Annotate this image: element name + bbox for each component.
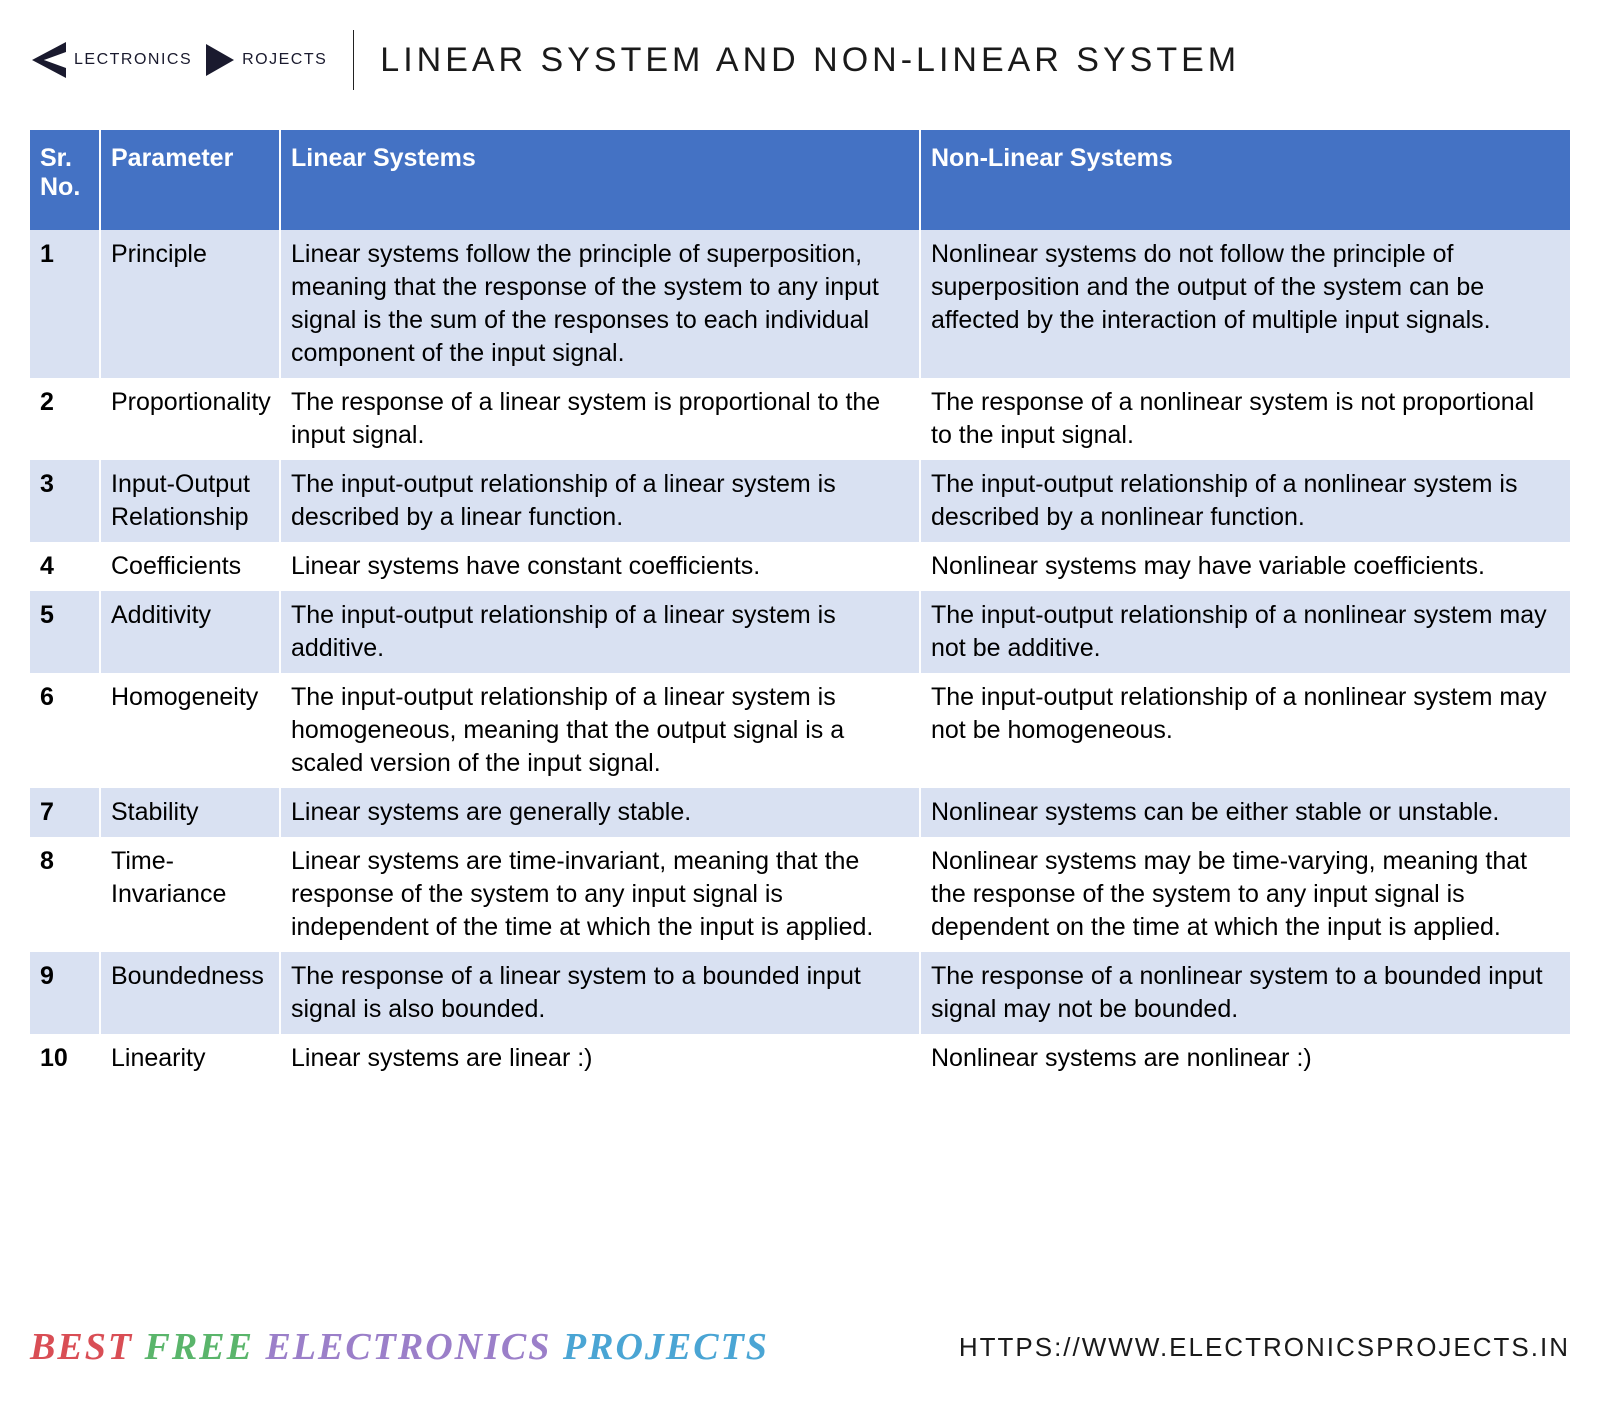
cell-linear: Linear systems are time-invariant, meani… [280, 837, 920, 952]
col-header-sr: Sr. No. [30, 130, 100, 230]
cell-sr: 7 [30, 788, 100, 837]
cell-param: Homogeneity [100, 673, 280, 788]
cell-nonlinear: The input-output relationship of a nonli… [920, 460, 1570, 542]
cell-sr: 8 [30, 837, 100, 952]
table-row: 1 Principle Linear systems follow the pr… [30, 230, 1570, 378]
tagline-word-3: ELECTRONICS [265, 1326, 551, 1368]
table-row: 5 Additivity The input-output relationsh… [30, 591, 1570, 673]
cell-sr: 5 [30, 591, 100, 673]
table-row: 6 Homogeneity The input-output relations… [30, 673, 1570, 788]
logo-text-electronics: LECTRONICS [74, 51, 192, 69]
cell-nonlinear: Nonlinear systems are nonlinear :) [920, 1034, 1570, 1083]
table-row: 2 Proportionality The response of a line… [30, 378, 1570, 460]
table-row: 8 Time-Invariance Linear systems are tim… [30, 837, 1570, 952]
cell-linear: Linear systems have constant coefficient… [280, 542, 920, 591]
table-row: 4 Coefficients Linear systems have const… [30, 542, 1570, 591]
cell-sr: 2 [30, 378, 100, 460]
cell-linear: Linear systems follow the principle of s… [280, 230, 920, 378]
table-body: 1 Principle Linear systems follow the pr… [30, 230, 1570, 1083]
cell-sr: 3 [30, 460, 100, 542]
cell-linear: The response of a linear system is propo… [280, 378, 920, 460]
cell-nonlinear: Nonlinear systems do not follow the prin… [920, 230, 1570, 378]
cell-sr: 10 [30, 1034, 100, 1083]
cell-linear: The input-output relationship of a linea… [280, 673, 920, 788]
logo-p-icon [202, 40, 238, 80]
page-footer: BEST FREE ELECTRONICS PROJECTS HTTPS://W… [30, 1325, 1570, 1369]
table-header: Sr. No. Parameter Linear Systems Non-Lin… [30, 130, 1570, 230]
cell-sr: 1 [30, 230, 100, 378]
cell-param: Additivity [100, 591, 280, 673]
cell-nonlinear: Nonlinear systems can be either stable o… [920, 788, 1570, 837]
tagline-word-4: PROJECTS [563, 1326, 769, 1368]
cell-param: Time-Invariance [100, 837, 280, 952]
cell-nonlinear: The response of a nonlinear system to a … [920, 952, 1570, 1034]
table-row: 9 Boundedness The response of a linear s… [30, 952, 1570, 1034]
header-divider [353, 30, 354, 90]
cell-param: Principle [100, 230, 280, 378]
col-header-nonlinear: Non-Linear Systems [920, 130, 1570, 230]
cell-param: Boundedness [100, 952, 280, 1034]
comparison-table: Sr. No. Parameter Linear Systems Non-Lin… [30, 130, 1570, 1083]
cell-linear: Linear systems are generally stable. [280, 788, 920, 837]
cell-param: Proportionality [100, 378, 280, 460]
logo-e-icon [30, 38, 70, 82]
cell-nonlinear: The response of a nonlinear system is no… [920, 378, 1570, 460]
cell-linear: Linear systems are linear :) [280, 1034, 920, 1083]
cell-nonlinear: The input-output relationship of a nonli… [920, 673, 1570, 788]
cell-param: Coefficients [100, 542, 280, 591]
cell-linear: The response of a linear system to a bou… [280, 952, 920, 1034]
tagline-word-2: FREE [145, 1326, 254, 1368]
logo-text-projects: ROJECTS [242, 51, 327, 69]
site-logo: LECTRONICS ROJECTS [30, 38, 353, 82]
cell-sr: 6 [30, 673, 100, 788]
table-row: 10 Linearity Linear systems are linear :… [30, 1034, 1570, 1083]
col-header-linear: Linear Systems [280, 130, 920, 230]
cell-sr: 9 [30, 952, 100, 1034]
col-header-parameter: Parameter [100, 130, 280, 230]
cell-linear: The input-output relationship of a linea… [280, 460, 920, 542]
page-title: LINEAR SYSTEM AND NON-LINEAR SYSTEM [380, 41, 1240, 80]
cell-nonlinear: The input-output relationship of a nonli… [920, 591, 1570, 673]
footer-url: HTTPS://WWW.ELECTRONICSPROJECTS.IN [959, 1332, 1570, 1363]
table-row: 3 Input-Output Relationship The input-ou… [30, 460, 1570, 542]
tagline-word-1: BEST [30, 1326, 133, 1368]
cell-nonlinear: Nonlinear systems may be time-varying, m… [920, 837, 1570, 952]
page-header: LECTRONICS ROJECTS LINEAR SYSTEM AND NON… [30, 30, 1570, 90]
table-row: 7 Stability Linear systems are generally… [30, 788, 1570, 837]
cell-linear: The input-output relationship of a linea… [280, 591, 920, 673]
footer-tagline: BEST FREE ELECTRONICS PROJECTS [30, 1325, 769, 1369]
cell-sr: 4 [30, 542, 100, 591]
cell-param: Linearity [100, 1034, 280, 1083]
cell-param: Input-Output Relationship [100, 460, 280, 542]
cell-param: Stability [100, 788, 280, 837]
cell-nonlinear: Nonlinear systems may have variable coef… [920, 542, 1570, 591]
